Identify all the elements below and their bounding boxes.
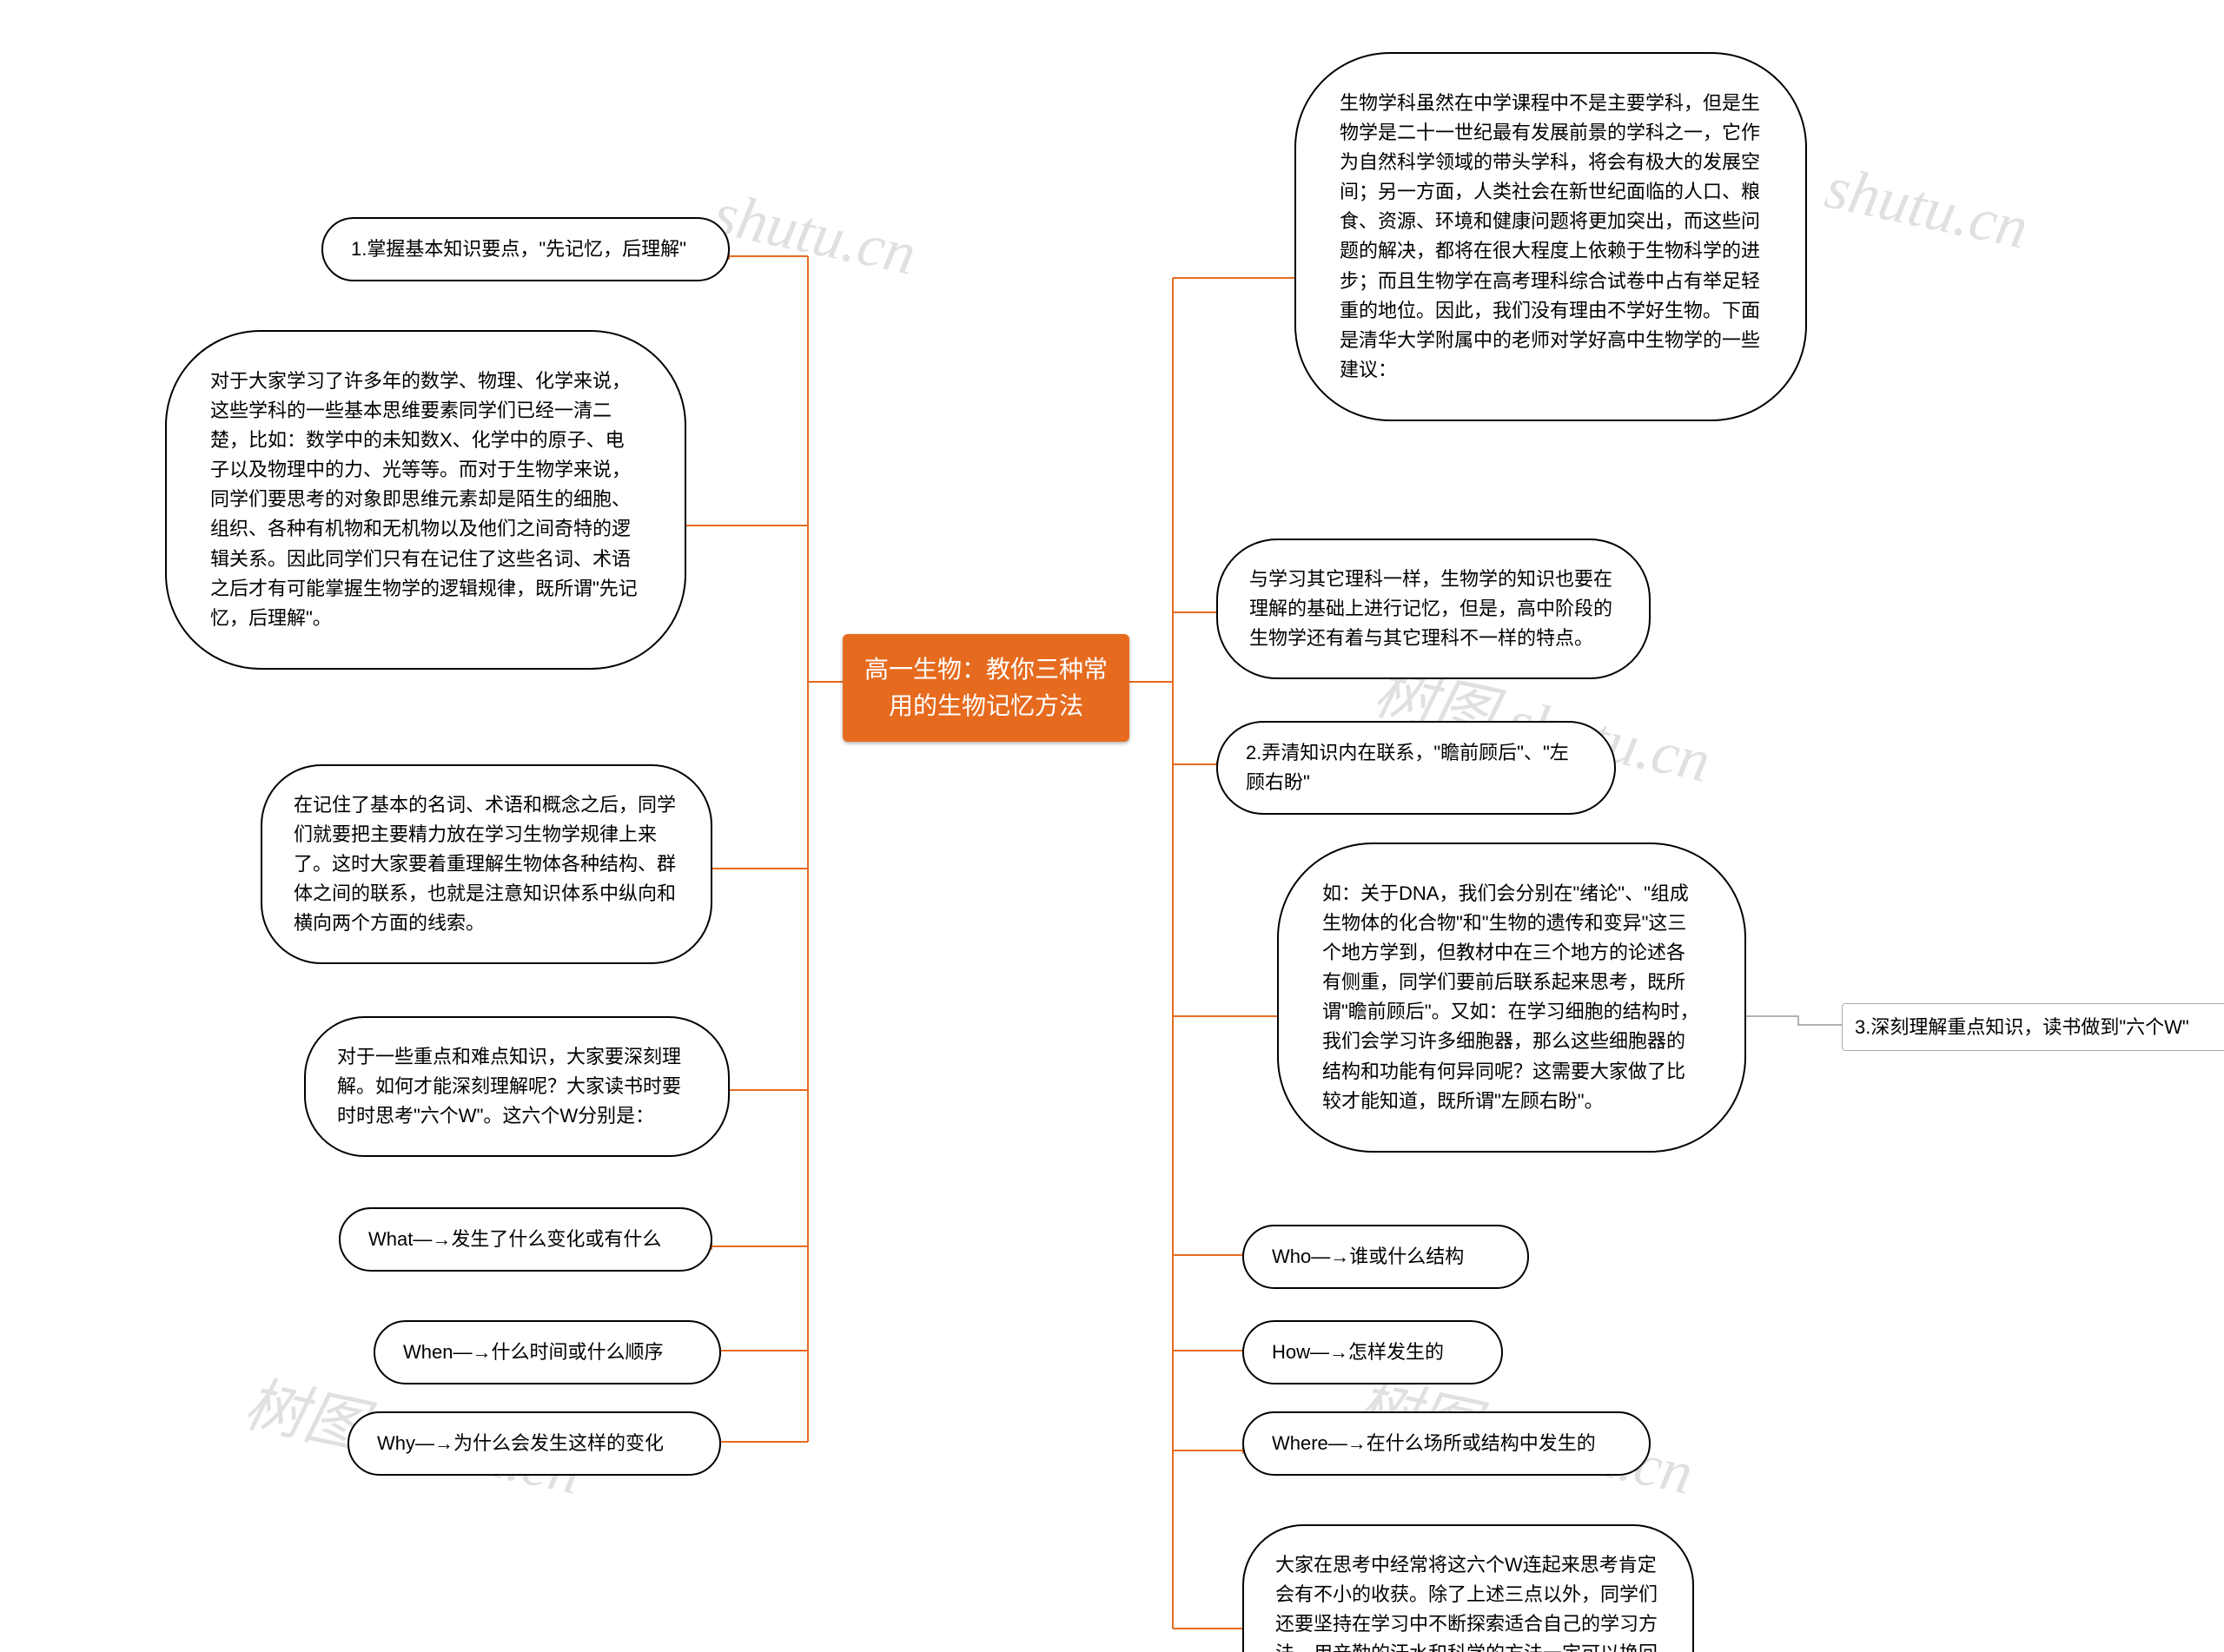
node-L1: 1.掌握基本知识要点，"先记忆，后理解" — [321, 217, 730, 281]
node-R8: 大家在思考中经常将这六个W连起来思考肯定会有不小的收获。除了上述三点以外，同学们… — [1242, 1524, 1694, 1652]
node-L6: When—→什么时间或什么顺序 — [374, 1320, 721, 1384]
node-L7: Why—→为什么会发生这样的变化 — [348, 1411, 721, 1476]
node-L5: What—→发生了什么变化或有什么 — [339, 1207, 712, 1272]
node-L4: 对于一些重点和难点知识，大家要深刻理解。如何才能深刻理解呢？大家读书时要时时思考… — [304, 1016, 730, 1157]
node-R2: 与学习其它理科一样，生物学的知识也要在理解的基础上进行记忆，但是，高中阶段的生物… — [1216, 539, 1651, 679]
node-L2: 对于大家学习了许多年的数学、物理、化学来说，这些学科的一些基本思维要素同学们已经… — [165, 330, 686, 670]
node-R1: 生物学科虽然在中学课程中不是主要学科，但是生物学是二十一世纪最有发展前景的学科之… — [1294, 52, 1807, 421]
center-topic: 高一生物：教你三种常用的生物记忆方法 — [843, 634, 1129, 742]
node-R5: Who—→谁或什么结构 — [1242, 1225, 1529, 1289]
node-R6: How—→怎样发生的 — [1242, 1320, 1503, 1384]
node-R7: Where—→在什么场所或结构中发生的 — [1242, 1411, 1651, 1476]
node-leaf-6w: 3.深刻理解重点知识，读书做到"六个W" — [1842, 1003, 2224, 1051]
node-R3: 2.弄清知识内在联系，"瞻前顾后"、"左顾右盼" — [1216, 721, 1616, 815]
watermark: shutu.cn — [707, 179, 922, 289]
node-R4: 如：关于DNA，我们会分别在"绪论"、"组成生物体的化合物"和"生物的遗传和变异… — [1277, 843, 1746, 1153]
node-L3: 在记住了基本的名词、术语和概念之后，同学们就要把主要精力放在学习生物学规律上来了… — [261, 764, 712, 964]
mindmap-canvas: shutu.cn shutu.cn 树图 shutu.cn 树图 shutu.c… — [0, 0, 2224, 1652]
watermark: shutu.cn — [1819, 153, 2034, 263]
